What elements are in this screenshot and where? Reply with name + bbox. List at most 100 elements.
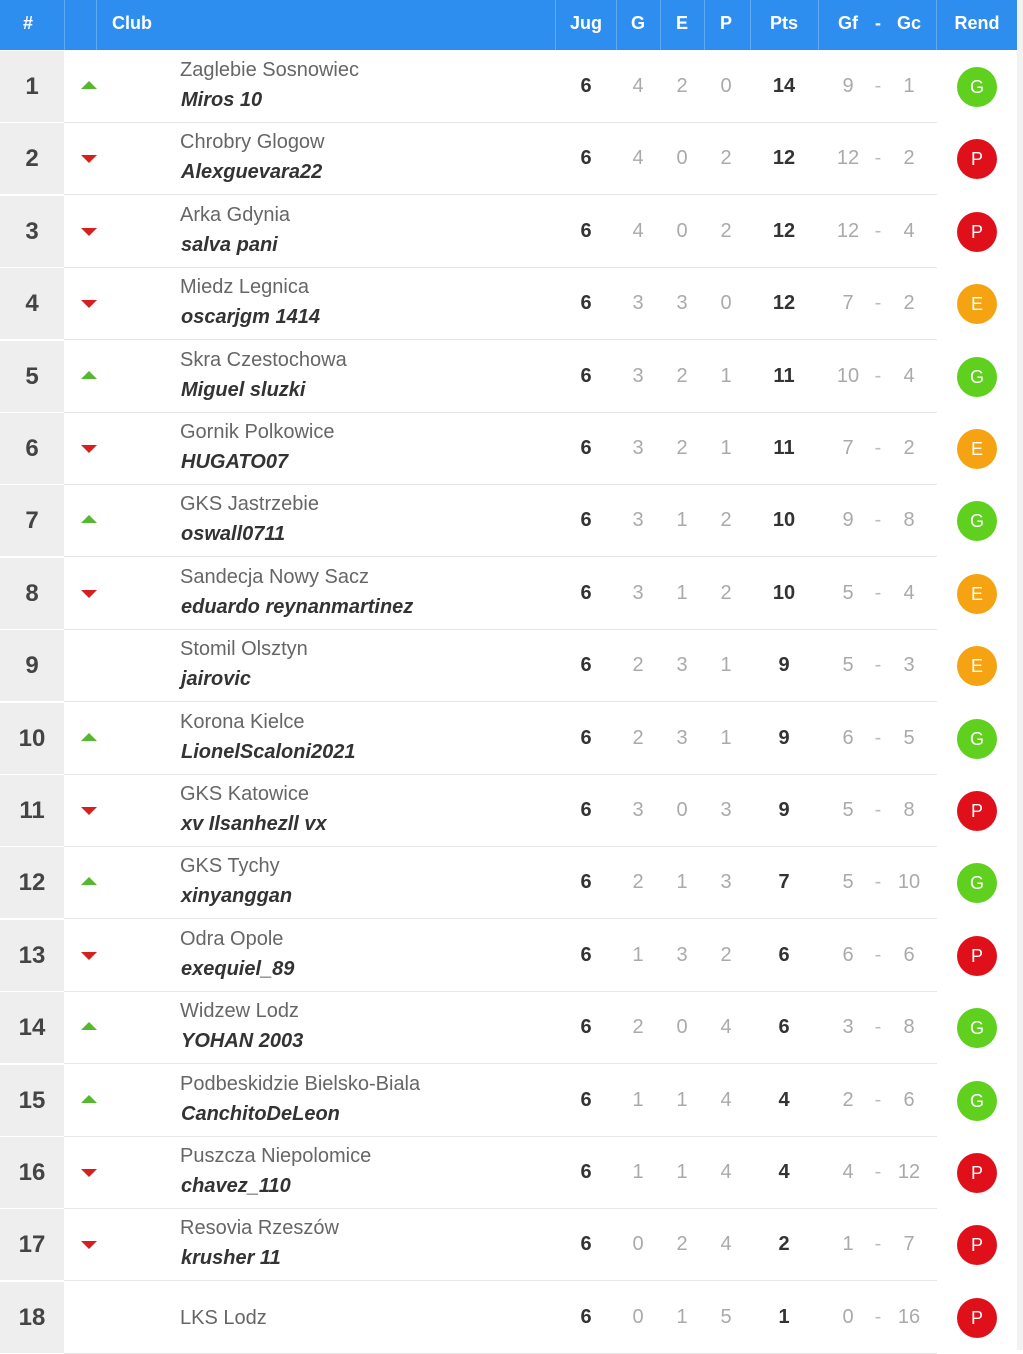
won-value: 2 (632, 727, 644, 749)
position-number: 1 (0, 51, 64, 122)
team-name[interactable]: LKS Lodz (180, 1307, 267, 1329)
team-name[interactable]: Skra Czestochowa (180, 349, 347, 371)
table-row[interactable]: 14 Widzew Lodz YOHAN 2003 6 2 0 4 6 3-8 G (0, 992, 1017, 1064)
header-form[interactable]: Rend (954, 13, 1000, 33)
manager-name[interactable]: eduardo reynanmartinez (181, 596, 414, 618)
trend-down-icon (81, 807, 97, 815)
table-row[interactable]: 13 Odra Opole exequiel_89 6 1 3 2 6 6-6 P (0, 920, 1017, 992)
manager-name[interactable]: krusher 11 (181, 1247, 281, 1269)
form-badge: G (957, 1081, 997, 1121)
table-row[interactable]: 3 Arka Gdynia salva pani 6 4 0 2 12 12-4 P (0, 196, 1017, 268)
manager-name[interactable]: salva pani (181, 234, 278, 256)
table-row[interactable]: 11 GKS Katowice xv Ilsanhezll vx 6 3 0 3 9 5-8 P (0, 775, 1017, 847)
points-value: 4 (778, 1089, 790, 1111)
team-name[interactable]: GKS Katowice (180, 783, 309, 805)
points-value: 6 (778, 1016, 790, 1038)
row-divider (64, 556, 937, 557)
team-name[interactable]: GKS Jastrzebie (180, 493, 319, 515)
team-name[interactable]: Podbeskidzie Bielsko-Biala (180, 1073, 421, 1095)
lost-value: 2 (720, 509, 732, 531)
manager-name[interactable]: YOHAN 2003 (181, 1030, 304, 1052)
row-divider (64, 1208, 937, 1209)
header-divider (96, 0, 97, 50)
manager-name[interactable]: chavez_110 (181, 1175, 291, 1197)
table-row[interactable]: 8 Sandecja Nowy Sacz eduardo reynanmartine… (0, 558, 1017, 630)
team-name[interactable]: Resovia Rzeszów (180, 1217, 339, 1239)
manager-name[interactable]: oswall0711 (181, 523, 286, 545)
header-position[interactable]: # (22, 13, 33, 33)
points-value: 12 (772, 292, 796, 314)
header-divider (660, 0, 661, 50)
team-name[interactable]: Stomil Olsztyn (180, 638, 308, 660)
form-badge: E (957, 284, 997, 324)
header-drawn[interactable]: E (675, 13, 688, 33)
team-name[interactable]: Arka Gdynia (180, 204, 291, 226)
table-row[interactable]: 10 Korona Kielce LionelScaloni2021 6 2 3 1 9 6-5… (0, 703, 1017, 775)
table-row[interactable]: 16 Puszcza Niepolomice chavez_110 6 1 1 4 4 4-12… (0, 1137, 1017, 1209)
header-played[interactable]: Jug (569, 13, 602, 33)
header-lost[interactable]: P (719, 13, 732, 33)
team-name[interactable]: Korona Kielce (180, 711, 305, 733)
header-points[interactable]: Pts (769, 13, 798, 33)
lost-value: 4 (720, 1089, 732, 1111)
position-number: 14 (0, 992, 64, 1063)
manager-name[interactable]: exequiel_89 (181, 958, 295, 980)
goals-against-value: 7 (903, 1233, 915, 1255)
manager-name[interactable]: LionelScaloni2021 (181, 741, 356, 763)
team-name[interactable]: Zaglebie Sosnowiec (180, 59, 359, 81)
won-value: 1 (632, 1161, 644, 1183)
team-name[interactable]: Odra Opole (180, 928, 284, 950)
trend-up-icon (81, 733, 97, 741)
drawn-value: 0 (676, 799, 688, 821)
scrollbar[interactable] (1017, 0, 1023, 1350)
table-row[interactable]: 1 Zaglebie Sosnowiec Miros 10 6 4 2 0 14 9-1 G (0, 51, 1017, 123)
form-badge: G (957, 863, 997, 903)
table-row[interactable]: 6 Gornik Polkowice HUGATO07 6 3 2 1 11 7-2 E (0, 413, 1017, 485)
score-dash: - (874, 365, 882, 387)
team-name[interactable]: Chrobry Glogow (180, 131, 325, 153)
team-name[interactable]: Widzew Lodz (180, 1000, 299, 1022)
manager-name[interactable]: Alexguevara22 (181, 161, 323, 183)
form-badge: G (957, 67, 997, 107)
manager-name[interactable]: oscarjgm 1414 (181, 306, 320, 328)
team-name[interactable]: GKS Tychy (180, 855, 280, 877)
header-goals-against[interactable]: Gc (896, 13, 921, 33)
team-name[interactable]: Puszcza Niepolomice (180, 1145, 372, 1167)
score-dash: - (874, 1161, 882, 1183)
team-name[interactable]: Gornik Polkowice (180, 421, 335, 443)
table-row[interactable]: 12 GKS Tychy xinyanggan 6 2 1 3 7 5-10 G (0, 847, 1017, 919)
table-row[interactable]: 5 Skra Czestochowa Miguel sluzki 6 3 2 1 11 10-4… (0, 341, 1017, 413)
table-row[interactable]: 2 Chrobry Glogow Alexguevara22 6 4 0 2 12 12-2 P (0, 123, 1017, 195)
table-row[interactable]: 7 GKS Jastrzebie oswall0711 6 3 1 2 10 9-8 G (0, 485, 1017, 557)
manager-name[interactable]: xinyanggan (181, 885, 293, 907)
row-divider (64, 1063, 937, 1064)
manager-name[interactable]: CanchitoDeLeon (181, 1103, 340, 1125)
header-divider (64, 0, 65, 50)
row-divider (64, 267, 937, 268)
row-divider (64, 629, 937, 630)
form-badge: P (957, 212, 997, 252)
won-value: 0 (632, 1306, 644, 1328)
header-won[interactable]: G (630, 13, 645, 33)
score-dash: - (874, 871, 882, 893)
manager-name[interactable]: Miguel sluzki (181, 379, 306, 401)
row-divider (64, 122, 937, 123)
header-goals-for[interactable]: Gf (838, 13, 858, 33)
team-name[interactable]: Miedz Legnica (180, 276, 309, 298)
manager-name[interactable]: jairovic (181, 668, 252, 690)
lost-value: 1 (720, 654, 732, 676)
goals-against-value: 6 (903, 944, 915, 966)
table-row[interactable]: 15 Podbeskidzie Bielsko-Biala CanchitoDeLe… (0, 1065, 1017, 1137)
table-row[interactable]: 4 Miedz Legnica oscarjgm 1414 6 3 3 0 12 7-2 E (0, 268, 1017, 340)
manager-name[interactable]: xv Ilsanhezll vx (181, 813, 327, 835)
manager-name[interactable]: Miros 10 (181, 89, 263, 111)
table-row[interactable]: 17 Resovia Rzeszów krusher 11 6 0 2 4 2 1-7 P (0, 1209, 1017, 1281)
position-number: 8 (0, 558, 64, 629)
form-badge: G (957, 501, 997, 541)
manager-name[interactable]: HUGATO07 (181, 451, 289, 473)
form-badge: G (957, 357, 997, 397)
team-name[interactable]: Sandecja Nowy Sacz (180, 566, 369, 588)
table-row[interactable]: 9 Stomil Olsztyn jairovic 6 2 3 1 9 5-3 E (0, 630, 1017, 702)
header-club[interactable]: Club (112, 13, 152, 33)
table-row[interactable]: 18 LKS Lodz 6 0 1 5 1 0-16 P (0, 1282, 1017, 1354)
